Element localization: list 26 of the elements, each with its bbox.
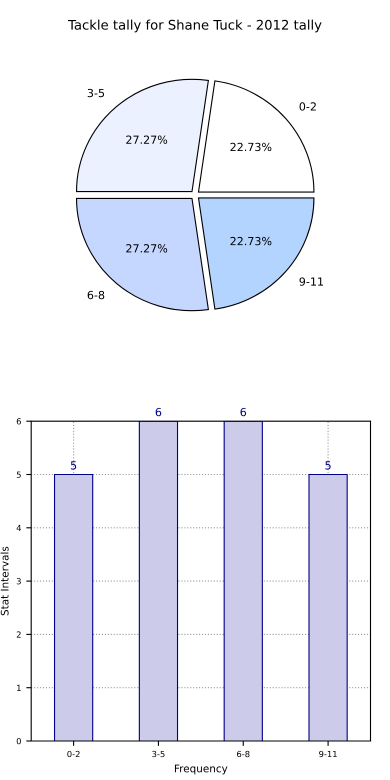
data-label: 5 [70,461,76,470]
y-tick-label: 0 [16,738,21,744]
slice-label: 6-8 [88,290,104,300]
y-tick-label: 6 [16,418,21,424]
x-tick-label: 9-11 [319,750,337,758]
x-tick-label: 6-8 [237,750,250,758]
slice-label: 9-11 [300,277,324,286]
y-tick-label: 2 [16,631,21,638]
data-label: 22.73% [230,142,272,152]
data-label: 27.27% [126,135,168,144]
data-label: 6 [240,408,246,416]
y-tick-label: 3 [16,578,21,584]
data-label: 27.27% [126,244,168,253]
y-tick-label: 4 [16,524,22,531]
x-tick-label: 3-5 [152,750,165,758]
data-label: 5 [325,461,331,470]
slice-label: 0-2 [300,102,316,111]
x-axis-title: Frequency [174,764,228,774]
x-tick-label: 0-2 [67,750,80,758]
data-label: 22.73% [230,236,272,246]
slice-label: 3-5 [88,88,104,98]
y-tick-label: 5 [16,472,21,478]
y-axis-title: Stat Intervals [0,546,9,616]
chart-title: Tackle tally for Shane Tuck - 2012 tally [68,20,322,32]
data-label: 6 [156,408,162,416]
y-tick-label: 1 [17,684,21,691]
